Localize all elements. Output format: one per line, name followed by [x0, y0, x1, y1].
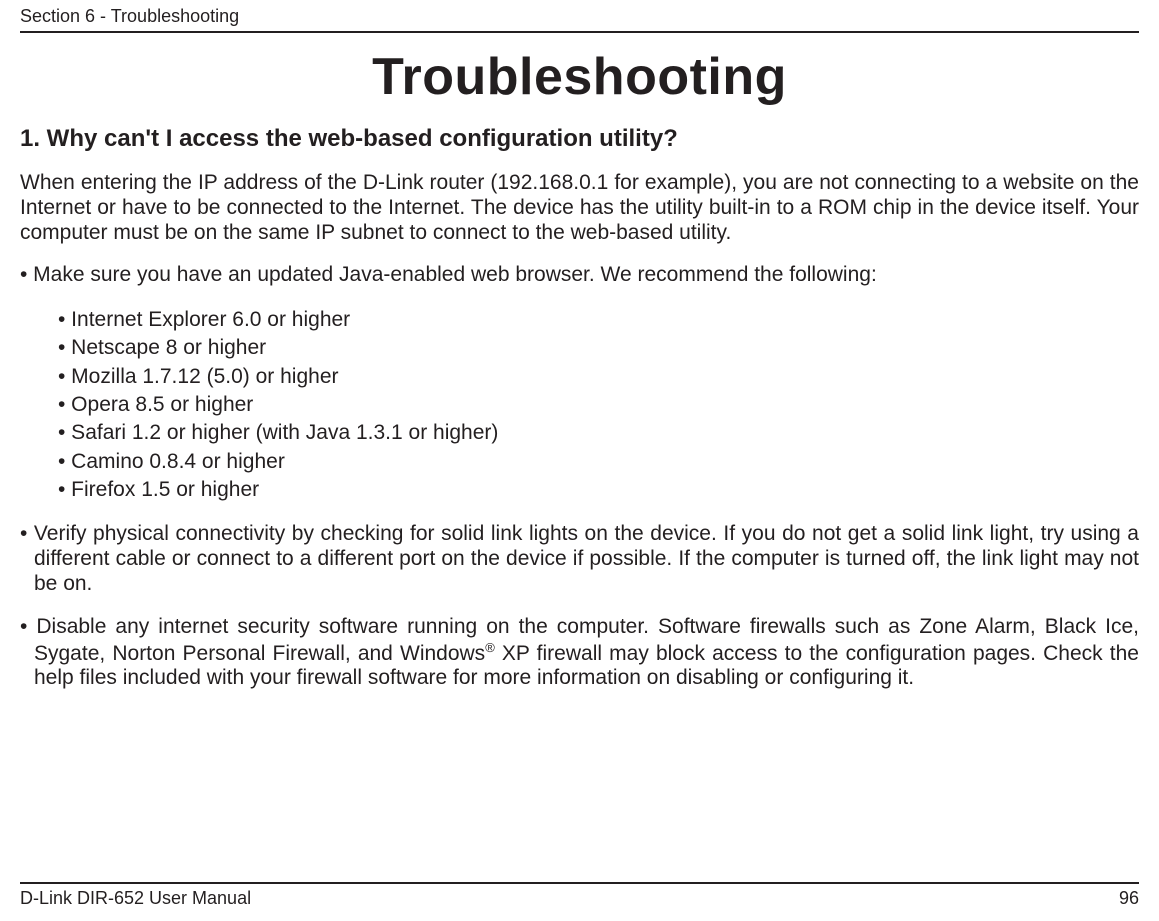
registered-symbol: ®: [485, 640, 495, 655]
page-footer: D-Link DIR-652 User Manual 96: [20, 882, 1139, 909]
list-item: • Internet Explorer 6.0 or higher: [58, 306, 1139, 334]
list-item: • Opera 8.5 or higher: [58, 391, 1139, 419]
bullet-verify: • Verify physical connectivity by checki…: [20, 522, 1139, 596]
section-header: Section 6 - Troubleshooting: [20, 0, 1139, 31]
list-item: • Firefox 1.5 or higher: [58, 476, 1139, 504]
footer-manual-name: D-Link DIR-652 User Manual: [20, 888, 251, 909]
footer-rule: [20, 882, 1139, 884]
list-item: • Camino 0.8.4 or higher: [58, 448, 1139, 476]
question-heading: 1. Why can't I access the web-based conf…: [20, 125, 1139, 153]
bullet-disable: • Disable any internet security software…: [20, 615, 1139, 691]
browser-list: • Internet Explorer 6.0 or higher • Nets…: [20, 306, 1139, 504]
list-item: • Mozilla 1.7.12 (5.0) or higher: [58, 363, 1139, 391]
footer-page-number: 96: [1119, 888, 1139, 909]
intro-paragraph: When entering the IP address of the D-Li…: [20, 171, 1139, 245]
page-container: Section 6 - Troubleshooting Troubleshoot…: [0, 0, 1159, 921]
list-item: • Netscape 8 or higher: [58, 334, 1139, 362]
page-title: Troubleshooting: [20, 47, 1139, 107]
header-rule: [20, 31, 1139, 33]
list-item: • Safari 1.2 or higher (with Java 1.3.1 …: [58, 419, 1139, 447]
bullet-intro: • Make sure you have an updated Java-ena…: [20, 263, 1139, 288]
